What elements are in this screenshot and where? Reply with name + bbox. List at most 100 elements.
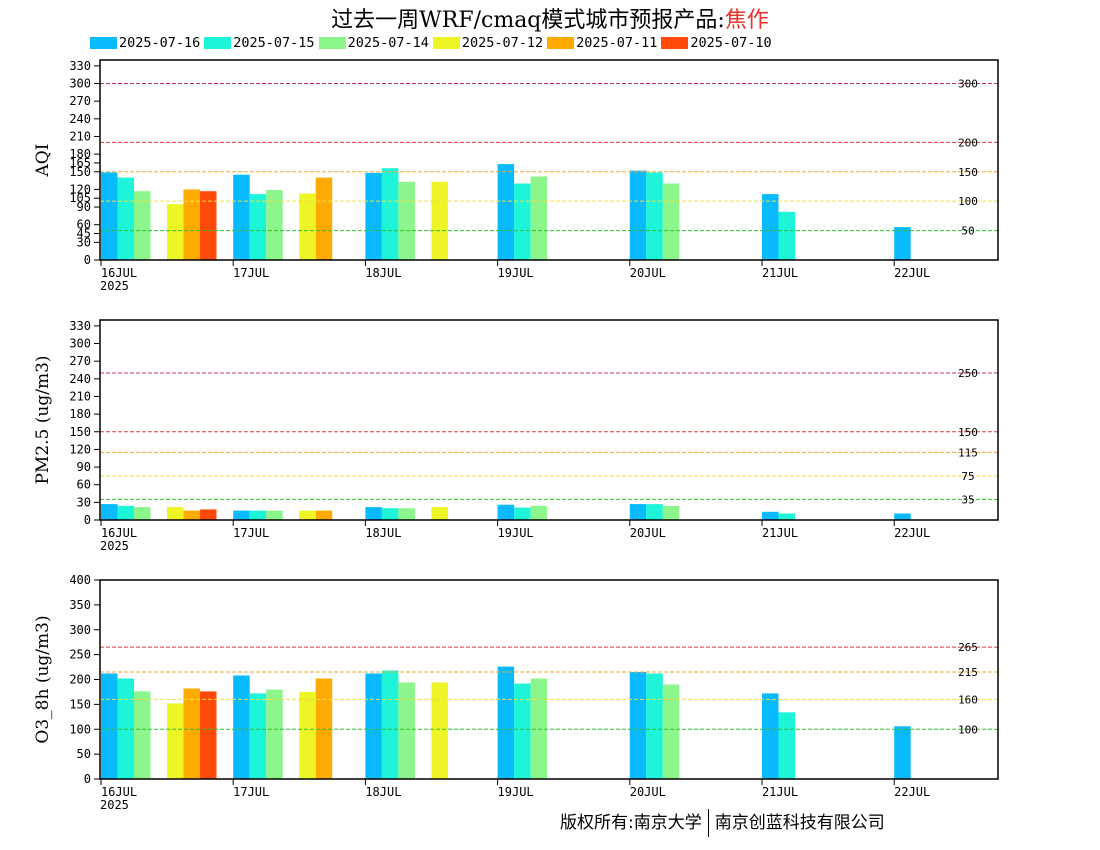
x-year-label: 2025 [100, 279, 129, 293]
bar [365, 507, 382, 520]
x-tick-label: 19JUL [498, 266, 534, 280]
legend-swatch [661, 37, 689, 49]
y-tick-label: 150 [69, 697, 91, 711]
y-tick-label: 180 [69, 147, 91, 161]
threshold-label: 50 [961, 225, 974, 238]
bar [497, 164, 515, 260]
plot-frame [99, 319, 999, 521]
chart-panel: 265 215 160 100 0 50 100 150 200 250 300 350 400 16JU… [33, 573, 999, 812]
bar [134, 191, 151, 260]
legend-item: 2025-07-10 [661, 35, 772, 51]
footer-divider [707, 809, 709, 837]
bar [200, 691, 217, 779]
y-tick-label: 90 [77, 460, 91, 474]
y-axis-label: O3_8h (ug/m3) [33, 615, 53, 743]
bar [646, 673, 663, 779]
x-tick-label: 18JUL [365, 526, 401, 540]
bar [233, 510, 250, 520]
bar [431, 507, 448, 520]
plot-frame [99, 59, 999, 261]
y-tick-label: 0 [84, 513, 91, 527]
legend-item: 2025-07-14 [318, 35, 429, 51]
bar [398, 181, 415, 260]
bar [299, 691, 316, 779]
bar [117, 177, 134, 260]
y-tick-label: 165 [69, 156, 91, 170]
legend-item: 2025-07-15 [204, 35, 315, 51]
legend-swatch [547, 37, 575, 49]
x-tick-label: 20JUL [630, 785, 666, 799]
bar [497, 504, 515, 520]
y-tick-label: 150 [69, 425, 91, 439]
bar [530, 176, 548, 260]
threshold-label: 100 [958, 723, 978, 736]
threshold-label: 75 [961, 470, 974, 483]
bar [134, 507, 151, 520]
legend-swatch [318, 37, 346, 49]
chart-panel: 3002001501005003045609010512015016518021… [33, 59, 999, 293]
y-tick-label: 50 [77, 747, 91, 761]
y-tick-label: 250 [69, 648, 91, 662]
bar [365, 172, 382, 260]
y-axis-label: AQI [33, 144, 53, 178]
bar [381, 670, 399, 779]
bar [381, 508, 399, 520]
bar [662, 684, 680, 779]
threshold-label: 150 [958, 426, 978, 439]
bar [233, 174, 250, 260]
bar [646, 504, 663, 520]
bar [646, 172, 663, 260]
y-tick-label: 270 [69, 94, 91, 108]
y-tick-label: 60 [77, 218, 91, 232]
bar [101, 172, 118, 260]
x-tick-label: 16JUL [101, 526, 137, 540]
x-tick-label: 16JUL [101, 266, 137, 280]
threshold-label: 35 [961, 493, 974, 506]
y-axis-label: PM2.5 (ug/m3) [33, 355, 53, 484]
x-tick-label: 17JUL [233, 266, 269, 280]
bar [762, 194, 779, 260]
bar [117, 505, 134, 520]
bar [365, 673, 382, 779]
x-tick-label: 19JUL [498, 526, 534, 540]
bar [894, 227, 911, 260]
bar [514, 183, 531, 260]
x-year-label: 2025 [100, 798, 129, 812]
bar [266, 190, 283, 260]
y-tick-label: 270 [69, 354, 91, 368]
legend-label: 2025-07-10 [690, 35, 772, 51]
bar [315, 510, 333, 520]
title-sep: : [717, 8, 725, 33]
bar [662, 183, 680, 260]
x-tick-label: 22JUL [894, 785, 930, 799]
y-tick-label: 120 [69, 442, 91, 456]
y-tick-label: 210 [69, 129, 91, 143]
bar [315, 177, 333, 260]
bar [167, 703, 184, 779]
bar [183, 510, 200, 520]
bar [894, 513, 911, 520]
legend-item: 2025-07-11 [547, 35, 657, 51]
x-tick-label: 19JUL [498, 785, 534, 799]
threshold-label: 160 [958, 693, 978, 706]
bar [381, 168, 399, 260]
legend-label: 2025-07-15 [233, 35, 315, 51]
title-main: 过去一周WRF/cmaq模式城市预报产品 [331, 8, 718, 33]
bar [249, 194, 267, 260]
bar [266, 510, 283, 520]
bar [530, 505, 548, 520]
x-tick-label: 21JUL [762, 266, 798, 280]
y-tick-label: 400 [69, 573, 91, 587]
bar [629, 672, 647, 779]
bar [662, 505, 680, 520]
x-tick-label: 18JUL [365, 785, 401, 799]
x-tick-label: 21JUL [762, 526, 798, 540]
x-tick-label: 22JUL [894, 526, 930, 540]
threshold-label: 150 [958, 166, 978, 179]
y-tick-label: 30 [77, 495, 91, 509]
threshold-label: 100 [958, 195, 978, 208]
legend-label: 2025-07-14 [347, 35, 429, 51]
y-tick-label: 330 [69, 319, 91, 333]
copyright-right: 南京创蓝科技有限公司 [714, 813, 885, 833]
y-tick-label: 300 [69, 623, 91, 637]
